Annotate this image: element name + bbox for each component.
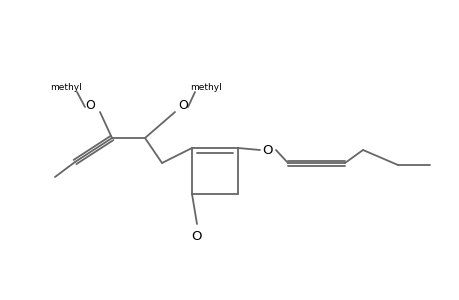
Text: O: O [262, 143, 273, 157]
Text: methyl: methyl [50, 82, 82, 91]
Text: O: O [191, 230, 202, 244]
Text: O: O [85, 98, 95, 112]
Text: methyl: methyl [190, 82, 221, 91]
Text: O: O [178, 98, 188, 112]
